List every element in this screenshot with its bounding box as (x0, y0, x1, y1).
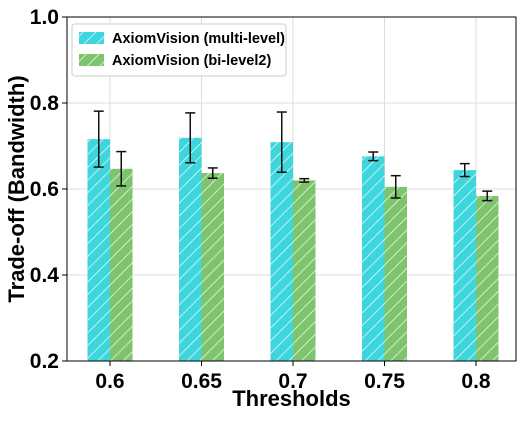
x-tick-label: 0.6 (95, 370, 124, 393)
bar-hatch (179, 137, 202, 361)
y-tick-label: 1.0 (30, 6, 59, 29)
bar-hatch (476, 195, 499, 361)
bars (87, 137, 499, 361)
bar-hatch (87, 139, 110, 361)
bar-hatch (201, 173, 224, 361)
y-tick-label: 0.2 (30, 350, 59, 373)
x-tick-label: 0.7 (278, 370, 307, 393)
legend-swatch-hatch-bi-level2 (79, 54, 104, 66)
legend: AxiomVision (multi-level) AxiomVision (b… (71, 23, 287, 77)
y-tick-label: 0.6 (30, 178, 59, 201)
y-axis-ticks: 0.2 0.4 0.6 0.8 1.0 (30, 6, 67, 373)
bar-hatch (270, 142, 293, 361)
x-tick-label: 0.75 (364, 370, 405, 393)
error-bars (93, 110, 493, 202)
x-tick-label: 0.65 (181, 370, 222, 393)
legend-label-multi-level: AxiomVision (multi-level) (112, 31, 285, 47)
legend-swatch-hatch-multi-level (79, 32, 104, 44)
legend-label-bi-level2: AxiomVision (bi-level2) (112, 53, 271, 69)
y-tick-label: 0.4 (30, 264, 60, 287)
y-tick-label: 0.8 (30, 92, 60, 115)
legend-box (71, 23, 287, 77)
bar-hatch (362, 156, 385, 361)
bar-hatch (453, 170, 476, 361)
x-axis-title: Thresholds (232, 386, 351, 411)
bar-hatch (110, 168, 133, 361)
x-tick-label: 0.8 (461, 370, 491, 393)
y-axis-title: Trade-off (Bandwidth) (4, 75, 29, 302)
bar-hatch (384, 186, 407, 361)
x-axis-ticks: 0.6 0.65 0.7 0.75 0.8 (95, 361, 491, 393)
bar-hatch (293, 180, 316, 361)
